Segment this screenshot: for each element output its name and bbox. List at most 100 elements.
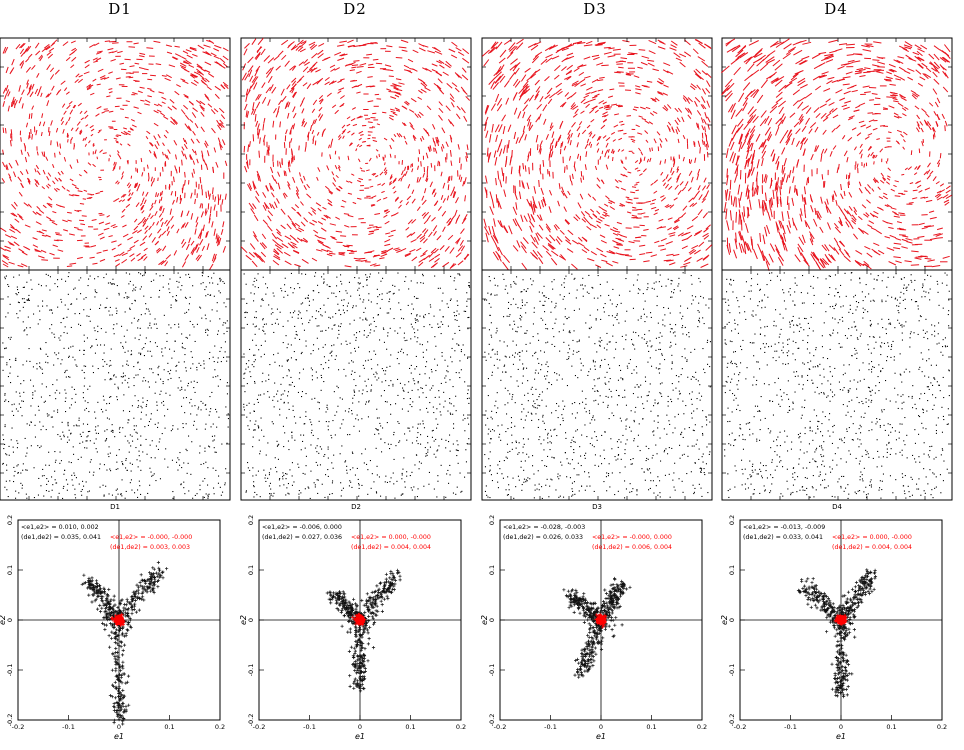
star-point (247, 425, 249, 427)
star-point (55, 354, 57, 356)
star-point (67, 421, 69, 423)
star-point (14, 470, 16, 472)
star-point (323, 304, 325, 306)
star-point (417, 382, 419, 384)
star-point (374, 376, 376, 378)
star-point (56, 379, 58, 381)
whisker (462, 48, 470, 55)
star-point (57, 306, 59, 308)
whisker (79, 203, 85, 205)
star-point (334, 414, 336, 416)
star-point (137, 361, 139, 363)
whisker (113, 161, 116, 166)
whisker (433, 46, 441, 53)
star-point (75, 497, 77, 499)
star-point (393, 434, 395, 436)
whisker (184, 139, 188, 145)
whisker (248, 183, 253, 190)
star-point (372, 317, 374, 319)
whisker (195, 222, 199, 228)
whisker (240, 246, 248, 254)
whisker (147, 95, 152, 98)
star-point (316, 451, 318, 453)
ellipticity-point (112, 625, 116, 629)
ellipticity-point (119, 669, 123, 673)
star-point (68, 429, 70, 431)
star-point (269, 493, 271, 495)
whisker (176, 84, 181, 88)
star-point (367, 416, 369, 418)
star-point (466, 305, 468, 307)
whisker (410, 238, 417, 243)
whisker (409, 121, 414, 127)
star-point (416, 314, 418, 316)
ellipticity-point (121, 648, 125, 652)
star-point (255, 311, 257, 313)
star-point (45, 386, 47, 388)
star-point (190, 381, 192, 383)
whisker (401, 122, 406, 127)
star-point (280, 398, 282, 400)
star-point (122, 463, 124, 465)
star-point (95, 448, 97, 450)
whisker (338, 164, 341, 169)
star-point (127, 419, 129, 421)
whisker (311, 119, 315, 126)
whisker (97, 130, 101, 134)
star-point (124, 435, 126, 437)
whisker (367, 100, 374, 103)
star-point (121, 382, 123, 384)
star-point (164, 347, 166, 349)
whisker (26, 90, 31, 96)
star-point (140, 411, 142, 413)
star-point (419, 423, 421, 425)
star-point (112, 431, 114, 433)
whisker (359, 167, 363, 170)
star-point (275, 466, 277, 468)
ellipticity-point (118, 665, 122, 669)
star-point (333, 344, 335, 346)
whisker (440, 146, 443, 152)
star-point (161, 433, 163, 435)
star-point (334, 434, 336, 436)
star-point (2, 342, 4, 344)
star-point (15, 293, 17, 295)
whisker (9, 224, 15, 229)
whisker (449, 93, 455, 99)
whisker (384, 171, 388, 176)
whisker (164, 219, 168, 225)
whisker (426, 105, 432, 111)
star-point (376, 417, 378, 419)
whisker (254, 68, 259, 77)
star-point (211, 435, 213, 437)
star-point (343, 299, 345, 301)
whisker (151, 202, 154, 207)
whisker (57, 171, 61, 176)
star-point (381, 293, 383, 295)
star-point (331, 355, 333, 357)
star-point (211, 391, 213, 393)
star-point (26, 281, 28, 283)
whisker (321, 217, 327, 221)
star-point (226, 320, 228, 322)
star-point (401, 408, 403, 410)
whisker (192, 130, 196, 136)
star-point (284, 432, 286, 434)
star-point (411, 406, 413, 408)
whisker (436, 86, 442, 92)
ellipticity-point (114, 610, 118, 614)
star-point (137, 489, 139, 491)
whisker (204, 69, 211, 73)
whisker (17, 213, 23, 218)
whisker (337, 90, 342, 94)
star-point (121, 495, 123, 497)
whisker (91, 219, 97, 221)
star-point (11, 410, 13, 412)
star-point (41, 368, 43, 370)
star-point (121, 479, 123, 481)
whisker (43, 151, 46, 158)
star-point (4, 443, 6, 445)
whisker (39, 56, 44, 62)
star-point (123, 394, 125, 396)
star-point (96, 292, 98, 294)
